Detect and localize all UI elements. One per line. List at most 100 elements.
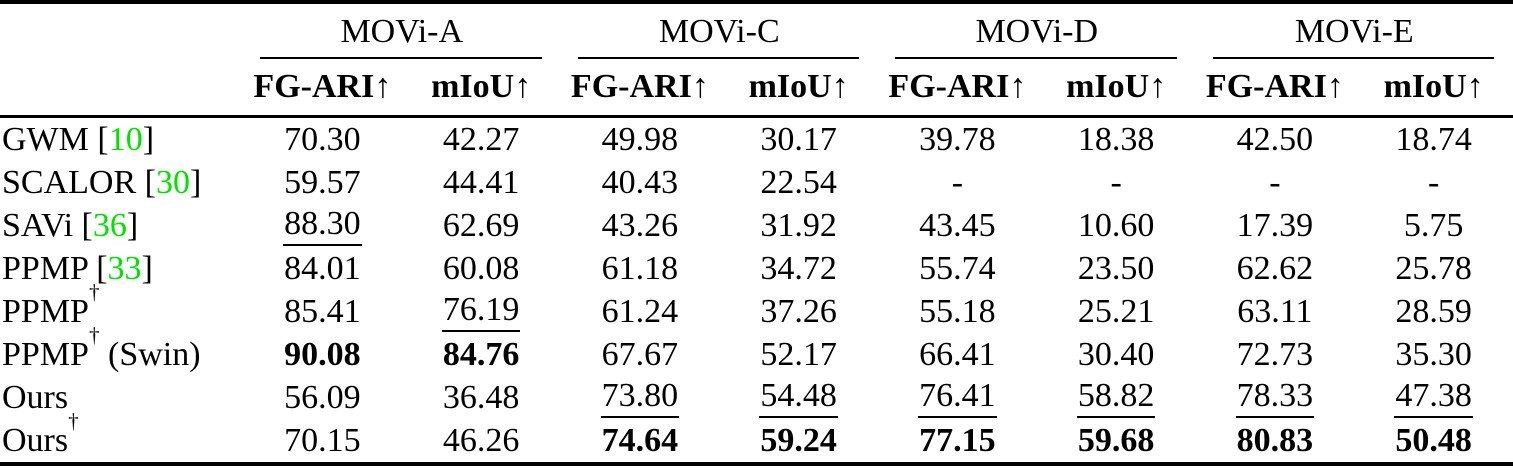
metric-value: 17.39 [1236,206,1314,244]
metric-value: 60.08 [442,249,520,287]
metric-value-cell: 35.30 [1354,333,1513,376]
metric-value-cell: 25.21 [1037,290,1196,333]
metric-header-fg-ari: FG-ARI↑ [243,59,402,118]
metric-value-cell: 30.40 [1037,333,1196,376]
metric-value-cell: - [878,161,1037,204]
metric-value: 70.30 [284,120,361,158]
metric-value-cell: 78.33 [1196,376,1355,419]
table-row: PPMP [33] 84.01 60.08 61.18 34.72 55.74 23.50 6… [0,247,1513,290]
metric-value: 85.41 [284,292,361,330]
metric-value: 88.30 [283,205,362,247]
metric-header-fg-ari: FG-ARI↑ [878,59,1037,118]
table-row: PPMP† (Swin) 90.08 84.76 67.67 52.17 66.41 30.… [0,324,1513,376]
group-label: MOVi-C [658,12,780,50]
metric-value-cell: 43.26 [561,204,720,247]
group-label: MOVi-D [975,12,1099,50]
metric-value: 62.69 [442,206,520,244]
metric-value: 37.26 [760,292,837,330]
metric-value-cell: 46.26 [402,419,561,464]
metric-value-cell: 55.74 [878,247,1037,290]
metric-value: 61.24 [601,292,679,330]
metric-value: 47.38 [1394,377,1473,419]
citation-link[interactable]: 30 [155,163,190,201]
metric-value: 77.15 [919,421,996,459]
citation-link[interactable]: 33 [107,249,142,287]
citation: [30] [136,163,202,201]
metric-value: 59.57 [284,163,361,201]
metric-value-cell: 70.30 [243,117,402,162]
metric-value: 10.60 [1077,206,1155,244]
group-label: MOVi-E [1294,12,1414,50]
metric-value: 52.17 [760,335,837,373]
method-name: SAVi [2,206,74,244]
metric-value: 43.45 [919,206,996,244]
group-header-movi-c: MOVi-C [561,2,879,59]
metric-value: 35.30 [1395,335,1472,373]
table-row: SAVi [36] 88.30 62.69 43.26 31.92 43.45 10.60 1… [0,204,1513,247]
metric-value-cell: 23.50 [1037,247,1196,290]
metric-value-cell: 36.48 [402,376,561,419]
metric-header-miou: mIoU↑ [401,59,561,118]
metric-value: 66.41 [919,335,996,373]
metric-value: 90.08 [284,335,361,373]
metric-value: 61.18 [601,249,679,287]
metric-value-cell: 49.98 [561,117,720,162]
metric-value-cell: 25.78 [1354,247,1513,290]
metric-value-cell: 54.48 [719,376,878,419]
metric-value: 80.83 [1236,421,1314,459]
table-row: PPMP† 85.41 76.19 61.24 37.26 55.18 25.21 63.11… [0,281,1513,333]
metric-value-cell: 84.01 [243,247,402,290]
metric-value: 54.48 [759,377,838,419]
metric-value: 72.73 [1236,335,1314,373]
metric-value-cell: 60.08 [402,247,561,290]
metric-header-miou: mIoU↑ [1036,59,1196,118]
metric-value-cell: 62.69 [402,204,561,247]
metric-value: 18.74 [1395,120,1472,158]
metric-value: 30.17 [760,120,837,158]
dagger-superscript: † [88,322,100,347]
metric-value-cell: 55.18 [878,290,1037,333]
metric-value: 67.67 [601,335,679,373]
citation-link[interactable]: 10 [108,120,143,158]
metric-value-cell: 90.08 [243,333,402,376]
metric-value: 5.75 [1403,206,1464,244]
metric-value: 63.11 [1237,292,1313,330]
metric-value: 25.21 [1077,292,1155,330]
metric-value: - [1110,163,1122,201]
metric-value-cell: 44.41 [402,161,561,204]
method-name-cell: GWM [10] [0,117,243,162]
metric-value-cell: 5.75 [1354,204,1513,247]
metric-value: 30.40 [1077,335,1155,373]
metric-value: 59.24 [760,421,837,459]
metric-value: 55.74 [919,249,996,287]
metric-value: 43.26 [601,206,679,244]
metric-value-cell: 85.41 [243,290,402,333]
metric-value-cell: 77.15 [878,419,1037,464]
metric-value-cell: - [1196,161,1355,204]
metric-value-cell: 22.54 [719,161,878,204]
group-label: MOVi-A [340,12,464,50]
metric-value: 62.62 [1236,249,1314,287]
corner-cell [0,2,243,59]
metric-value: 42.50 [1236,120,1314,158]
metric-value: 78.33 [1235,377,1315,419]
metric-value: 34.72 [760,249,837,287]
group-header-movi-e: MOVi-E [1196,2,1513,59]
method-name: Ours [2,421,69,459]
method-name: Ours [2,378,69,416]
metric-value: 76.19 [441,291,521,333]
metric-value-cell: 18.74 [1354,117,1513,162]
metric-value-cell: 50.48 [1354,419,1513,464]
citation-link[interactable]: 36 [92,206,127,244]
metric-value-cell: 58.82 [1037,376,1196,419]
metric-value: 39.78 [919,120,996,158]
metric-value: 31.92 [760,206,837,244]
metric-value: - [1269,163,1281,201]
metric-value-cell: 59.57 [243,161,402,204]
corner-cell [0,59,243,118]
method-name-cell: Ours [0,376,243,419]
metric-value-cell: - [1037,161,1196,204]
metric-value: 44.41 [442,163,520,201]
metric-value-cell: 43.45 [878,204,1037,247]
